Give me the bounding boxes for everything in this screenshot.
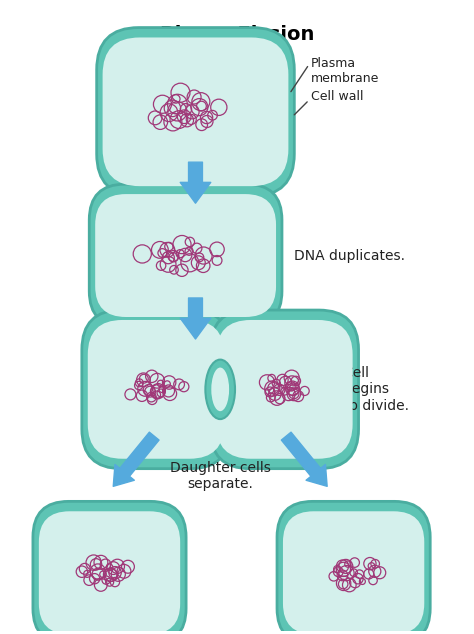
FancyBboxPatch shape (33, 501, 186, 634)
FancyBboxPatch shape (277, 501, 430, 634)
FancyBboxPatch shape (88, 320, 224, 459)
Text: Cell
begins
to divide.: Cell begins to divide. (344, 366, 409, 413)
FancyBboxPatch shape (102, 37, 288, 186)
Text: Binary Fission: Binary Fission (160, 25, 314, 44)
FancyBboxPatch shape (39, 511, 180, 634)
Text: DNA: DNA (153, 159, 183, 172)
FancyArrowPatch shape (180, 162, 211, 204)
FancyBboxPatch shape (95, 194, 276, 317)
Text: Cell wall: Cell wall (311, 91, 364, 103)
Text: Daughter cells
separate.: Daughter cells separate. (170, 461, 271, 491)
FancyArrowPatch shape (282, 432, 327, 486)
FancyArrowPatch shape (113, 432, 159, 486)
FancyBboxPatch shape (82, 310, 230, 469)
FancyArrowPatch shape (180, 298, 211, 339)
Ellipse shape (211, 368, 229, 411)
FancyBboxPatch shape (283, 511, 424, 634)
FancyBboxPatch shape (216, 320, 353, 459)
FancyBboxPatch shape (89, 184, 282, 327)
Text: DNA duplicates.: DNA duplicates. (294, 249, 405, 262)
Ellipse shape (205, 359, 235, 419)
FancyBboxPatch shape (97, 27, 294, 196)
Text: Plasma
membrane: Plasma membrane (311, 57, 380, 86)
FancyBboxPatch shape (210, 310, 358, 469)
